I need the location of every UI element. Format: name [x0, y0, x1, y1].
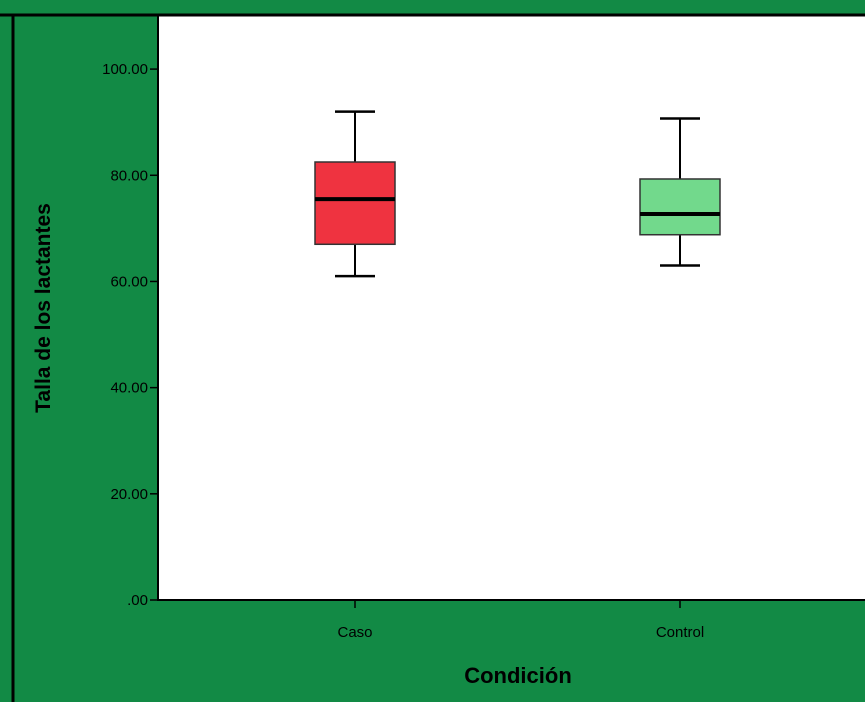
box-iqr: [639, 178, 721, 236]
y-tick-label: 80.00: [110, 167, 148, 184]
x-axis-label: Condición: [464, 663, 572, 688]
x-axis-ticks: Caso Control: [337, 600, 704, 641]
y-tick-label: 60.00: [110, 273, 148, 290]
y-tick-label: 100.00: [102, 61, 148, 78]
boxes-group: [314, 110, 721, 278]
box-control: [639, 117, 721, 267]
y-tick-label: .00: [127, 592, 148, 609]
plot-area: [158, 16, 865, 600]
x-tick-label: Caso: [337, 624, 372, 641]
y-tick-label: 20.00: [110, 486, 148, 503]
y-tick-label: 40.00: [110, 380, 148, 397]
x-tick-label: Control: [656, 624, 704, 641]
box-iqr: [314, 161, 396, 246]
y-axis-label: Talla de los lactantes: [32, 203, 55, 413]
y-axis-ticks: .00 20.00 40.00 60.00 80.00 100.00: [102, 61, 158, 609]
box-caso: [314, 110, 396, 278]
